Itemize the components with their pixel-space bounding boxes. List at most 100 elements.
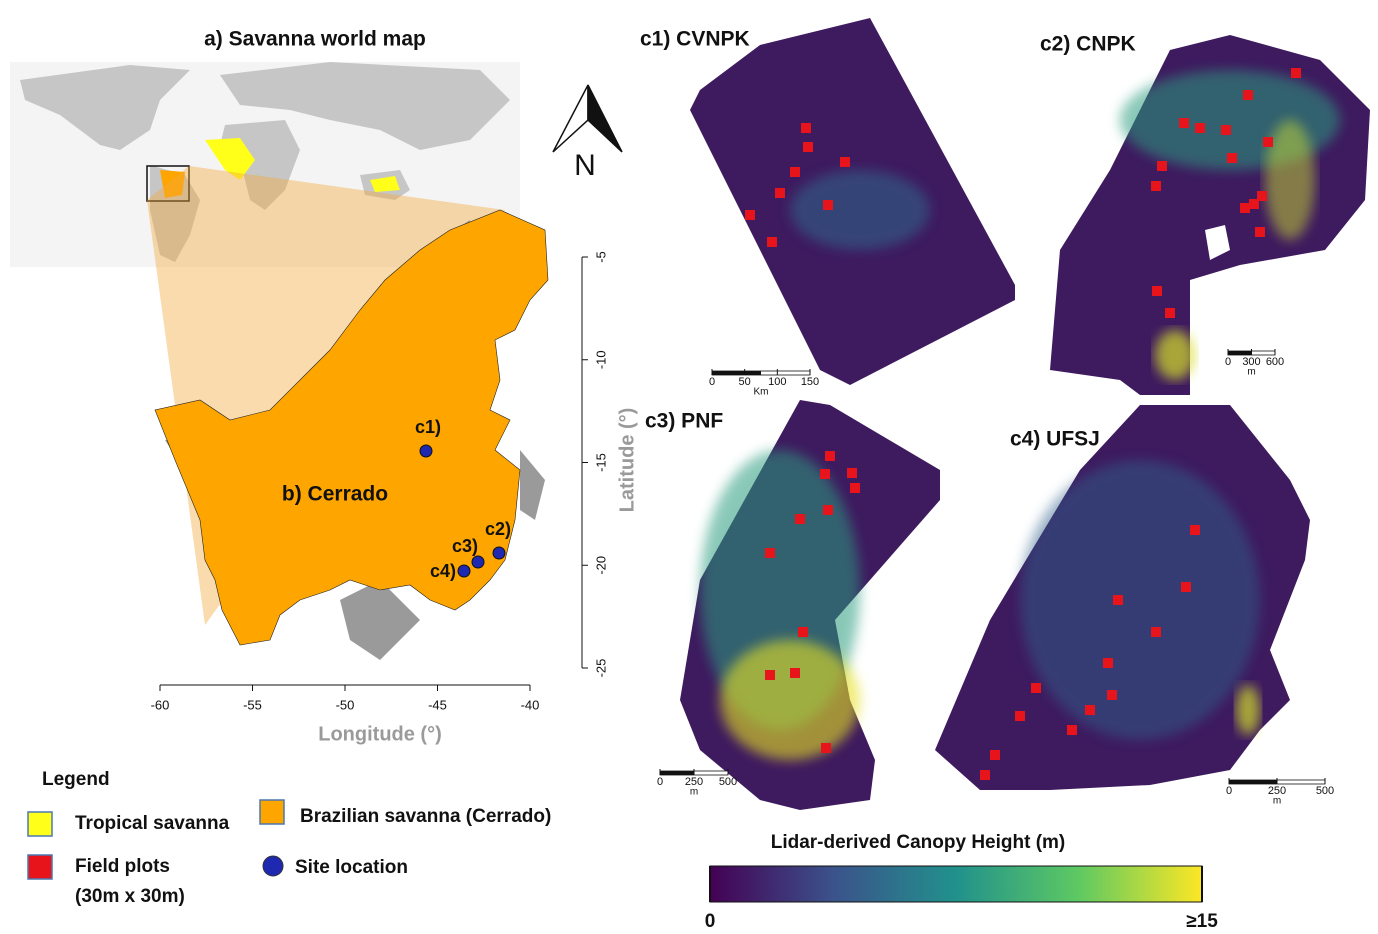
scale-tick-label: 150 <box>801 376 819 388</box>
field-plot <box>765 670 775 680</box>
y-axis-title: Latitude (°) <box>616 408 638 513</box>
panel-title: c2) CNPK <box>1040 33 1136 56</box>
x-tick-label: -40 <box>521 697 540 712</box>
site-label: c2) <box>485 519 511 539</box>
scale-tick-label: 100 <box>768 376 786 388</box>
field-plot <box>765 548 775 558</box>
legend-label: (30m x 30m) <box>75 886 185 907</box>
field-plot <box>1240 203 1250 213</box>
site-label: c3) <box>452 536 478 556</box>
field-plot <box>1103 658 1113 668</box>
field-plot <box>745 210 755 220</box>
x-tick-label: -45 <box>428 697 447 712</box>
scale-tick-label: 0 <box>709 376 715 388</box>
field-plot <box>1179 118 1189 128</box>
scale-unit: Km <box>754 387 769 398</box>
panel-title: c3) PNF <box>645 410 723 433</box>
field-plot <box>1257 191 1267 201</box>
scale-unit: m <box>1247 367 1255 378</box>
x-tick-label: -60 <box>151 697 170 712</box>
field-plot <box>1151 181 1161 191</box>
field-plot <box>1015 711 1025 721</box>
north-label: N <box>574 149 596 182</box>
scale-tick-label: 250 <box>1268 785 1286 797</box>
colorbar-title: Lidar-derived Canopy Height (m) <box>771 832 1066 853</box>
legend-swatch <box>262 855 284 877</box>
scale-tick-label: 0 <box>657 776 663 788</box>
scale-bar-fill <box>1229 780 1277 784</box>
field-plot <box>1085 705 1095 715</box>
legend-label: Brazilian savanna (Cerrado) <box>300 806 551 827</box>
field-plot <box>1107 690 1117 700</box>
field-plot <box>1157 161 1167 171</box>
field-plot <box>980 770 990 780</box>
field-plot <box>1227 153 1237 163</box>
legend-swatch <box>27 811 53 837</box>
site-label: c1) <box>415 417 441 437</box>
scale-tick-label: 500 <box>1316 785 1334 797</box>
field-plot <box>1195 123 1205 133</box>
field-plot <box>1263 137 1273 147</box>
legend-label: Site location <box>295 857 408 878</box>
field-plot <box>1151 627 1161 637</box>
panel-a-title: a) Savanna world map <box>204 28 426 51</box>
field-plot <box>1152 286 1162 296</box>
field-plot <box>840 157 850 167</box>
scale-bar-fill <box>712 371 761 375</box>
x-axis-title: Longitude (°) <box>318 723 442 745</box>
field-plot <box>1165 308 1175 318</box>
colorbar-tick-label: 0 <box>705 911 716 932</box>
field-plot <box>825 451 835 461</box>
cerrado-map <box>154 209 549 660</box>
legend-swatch <box>27 854 53 880</box>
y-tick-label: -25 <box>593 659 608 678</box>
cerrado-label: b) Cerrado <box>282 483 388 506</box>
field-plot <box>823 200 833 210</box>
x-tick-label: -55 <box>243 697 262 712</box>
field-plots <box>745 68 1301 780</box>
field-plot <box>767 237 777 247</box>
field-plot <box>1067 725 1077 735</box>
field-plot <box>1249 199 1259 209</box>
panel-title: c4) UFSJ <box>1010 428 1100 451</box>
site-marker <box>419 444 433 458</box>
scale-tick-label: 0 <box>1225 356 1231 368</box>
scale-tick-label: 50 <box>739 376 751 388</box>
field-plot <box>820 469 830 479</box>
field-plot <box>1181 582 1191 592</box>
x-tick-label: -50 <box>336 697 355 712</box>
field-plot <box>790 167 800 177</box>
colorbar <box>709 865 1203 903</box>
scale-bar-fill <box>1228 351 1252 355</box>
field-plot <box>847 468 857 478</box>
canopy-rasters <box>680 18 1370 810</box>
scale-tick-label: 500 <box>719 776 737 788</box>
field-plot <box>790 668 800 678</box>
field-plot <box>1031 683 1041 693</box>
scale-unit: m <box>690 787 698 798</box>
y-tick-label: -15 <box>593 453 608 472</box>
scale-tick-label: 250 <box>685 776 703 788</box>
field-plot <box>1291 68 1301 78</box>
field-plot <box>803 142 813 152</box>
scale-tick-label: 600 <box>1266 356 1284 368</box>
site-marker <box>471 555 485 569</box>
north-arrow: N <box>552 84 623 182</box>
y-tick-label: -10 <box>593 350 608 369</box>
site-label: c4) <box>430 561 456 581</box>
legend-label: Field plots <box>75 856 170 877</box>
legend: Tropical savanna Brazilian savanna (Cerra… <box>27 799 551 907</box>
field-plot <box>850 483 860 493</box>
field-plot <box>775 188 785 198</box>
field-plot <box>821 743 831 753</box>
scale-bar-fill <box>660 771 694 775</box>
field-plot <box>1190 525 1200 535</box>
field-plot <box>1113 595 1123 605</box>
legend-label: Tropical savanna <box>75 813 230 834</box>
scale-tick-label: 0 <box>1226 785 1232 797</box>
legend-swatch <box>259 799 285 825</box>
field-plot <box>1243 90 1253 100</box>
field-plot <box>990 750 1000 760</box>
colorbar-tick-label: ≥15 <box>1186 911 1218 932</box>
